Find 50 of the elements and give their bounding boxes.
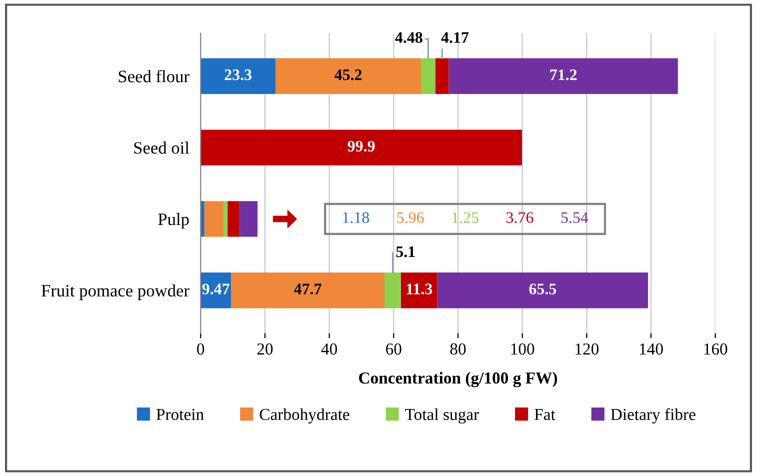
bar	[240, 201, 258, 237]
data-label: 4.17	[441, 32, 469, 43]
bar	[448, 58, 678, 94]
annotation: 1.25	[452, 212, 478, 224]
x-tick-label: 40	[321, 343, 337, 355]
bar	[400, 272, 438, 308]
annotation: 1.18	[343, 212, 370, 224]
x-tick-label: 20	[257, 343, 273, 355]
data-label: 11.3	[406, 284, 432, 294]
bar	[224, 201, 228, 237]
data-label: 99.9	[348, 140, 375, 152]
bar	[200, 58, 276, 94]
data-label: 23.3	[224, 69, 252, 80]
legend-label: Fat	[534, 408, 556, 420]
data-label: 47.7	[294, 284, 322, 294]
legend-label: Protein	[156, 408, 204, 420]
legend-label: Dietary fibre	[610, 408, 696, 424]
y-tick-label: Pulp	[158, 212, 189, 229]
bar	[200, 130, 522, 166]
y-tick-label: Seed oil	[134, 142, 190, 154]
bar	[420, 58, 436, 94]
bar	[204, 201, 224, 237]
data-label: 45.2	[334, 69, 362, 80]
x-tick-label: 140	[640, 343, 663, 355]
x-axis-title: Concentration (g/100 g FW)	[359, 372, 558, 388]
x-tick-label: 80	[450, 343, 466, 355]
bar	[200, 201, 204, 237]
annotation: 3.76	[506, 212, 534, 224]
x-tick-label: 0	[197, 343, 204, 355]
data-label: 9.47	[202, 284, 230, 294]
y-tick-label: Seed flour	[118, 70, 190, 82]
data-label: 4.48	[395, 32, 422, 43]
annotation: 5.54	[561, 212, 588, 224]
legend-label: Total sugar	[405, 408, 479, 424]
y-tick-label: Fruit pomace powder	[42, 284, 190, 300]
x-tick-label: 160	[704, 343, 728, 355]
bar	[437, 272, 648, 308]
bar	[384, 272, 401, 308]
annotation: 5.96	[397, 212, 424, 224]
data-label: 71.2	[550, 69, 577, 80]
bar	[228, 201, 240, 237]
x-tick-label: 120	[576, 343, 599, 355]
data-label: 5.1	[396, 246, 415, 258]
bar	[276, 58, 421, 94]
bar	[231, 272, 385, 308]
data-label: 65.5	[529, 284, 556, 294]
legend-label: Carbohydrate	[260, 408, 350, 424]
x-tick-label: 60	[386, 343, 402, 355]
x-tick-label: 100	[511, 343, 534, 355]
bar	[435, 58, 449, 94]
